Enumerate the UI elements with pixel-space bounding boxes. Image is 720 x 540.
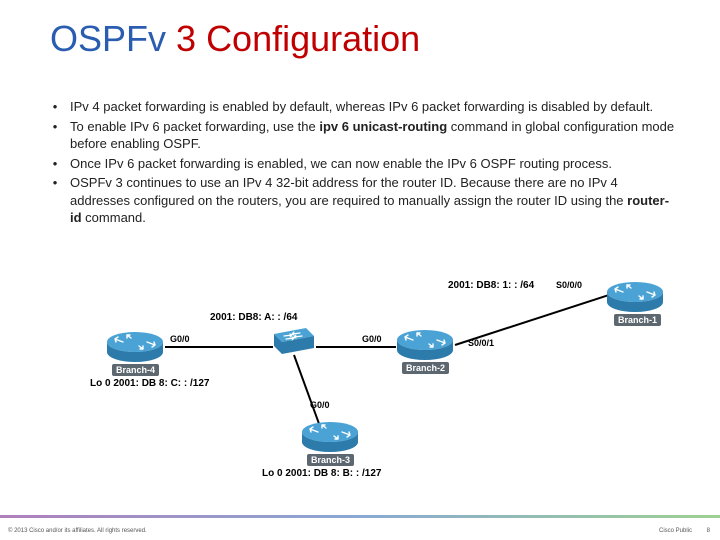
network-diagram: Branch-4 Branch-2 Branch-1 (0, 270, 720, 490)
router-icon (395, 328, 455, 362)
router-label: Branch-2 (402, 362, 449, 374)
router-icon (605, 280, 665, 314)
network-label: 2001: DB8: 1: : /64 (448, 280, 534, 291)
page-number: 8 (707, 528, 710, 534)
interface-label: G0/0 (310, 400, 330, 410)
link-line (316, 346, 396, 348)
switch-icon (270, 326, 316, 356)
interface-label: G0/0 (362, 334, 382, 344)
slide: OSPFv 3 Configuration •IPv 4 packet forw… (0, 0, 720, 540)
bullet-item: •OSPFv 3 continues to use an IPv 4 32-bi… (40, 174, 680, 227)
network-label: Lo 0 2001: DB 8: C: : /127 (90, 378, 209, 389)
bullet-item: •IPv 4 packet forwarding is enabled by d… (40, 98, 680, 116)
router-label: Branch-3 (307, 454, 354, 466)
link-line (165, 346, 273, 348)
router-icon (105, 330, 165, 364)
copyright-text: © 2013 Cisco and/or its affiliates. All … (8, 528, 147, 534)
router-icon (300, 420, 360, 454)
network-label: 2001: DB8: A: : /64 (210, 312, 297, 323)
bullet-item: •To enable IPv 6 packet forwarding, use … (40, 118, 680, 153)
footer-accent (0, 515, 720, 518)
router-label: Branch-1 (614, 314, 661, 326)
bullet-list: •IPv 4 packet forwarding is enabled by d… (40, 98, 680, 229)
interface-label: G0/0 (170, 334, 190, 344)
bullet-item: •Once IPv 6 packet forwarding is enabled… (40, 155, 680, 173)
interface-label: S0/0/0 (556, 280, 582, 290)
router-label: Branch-4 (112, 364, 159, 376)
interface-label: S0/0/1 (468, 338, 494, 348)
network-label: Lo 0 2001: DB 8: B: : /127 (262, 468, 381, 479)
switch-node (270, 326, 316, 361)
cisco-public-text: Cisco Public (659, 528, 692, 534)
slide-title: OSPFv 3 Configuration (50, 18, 420, 60)
